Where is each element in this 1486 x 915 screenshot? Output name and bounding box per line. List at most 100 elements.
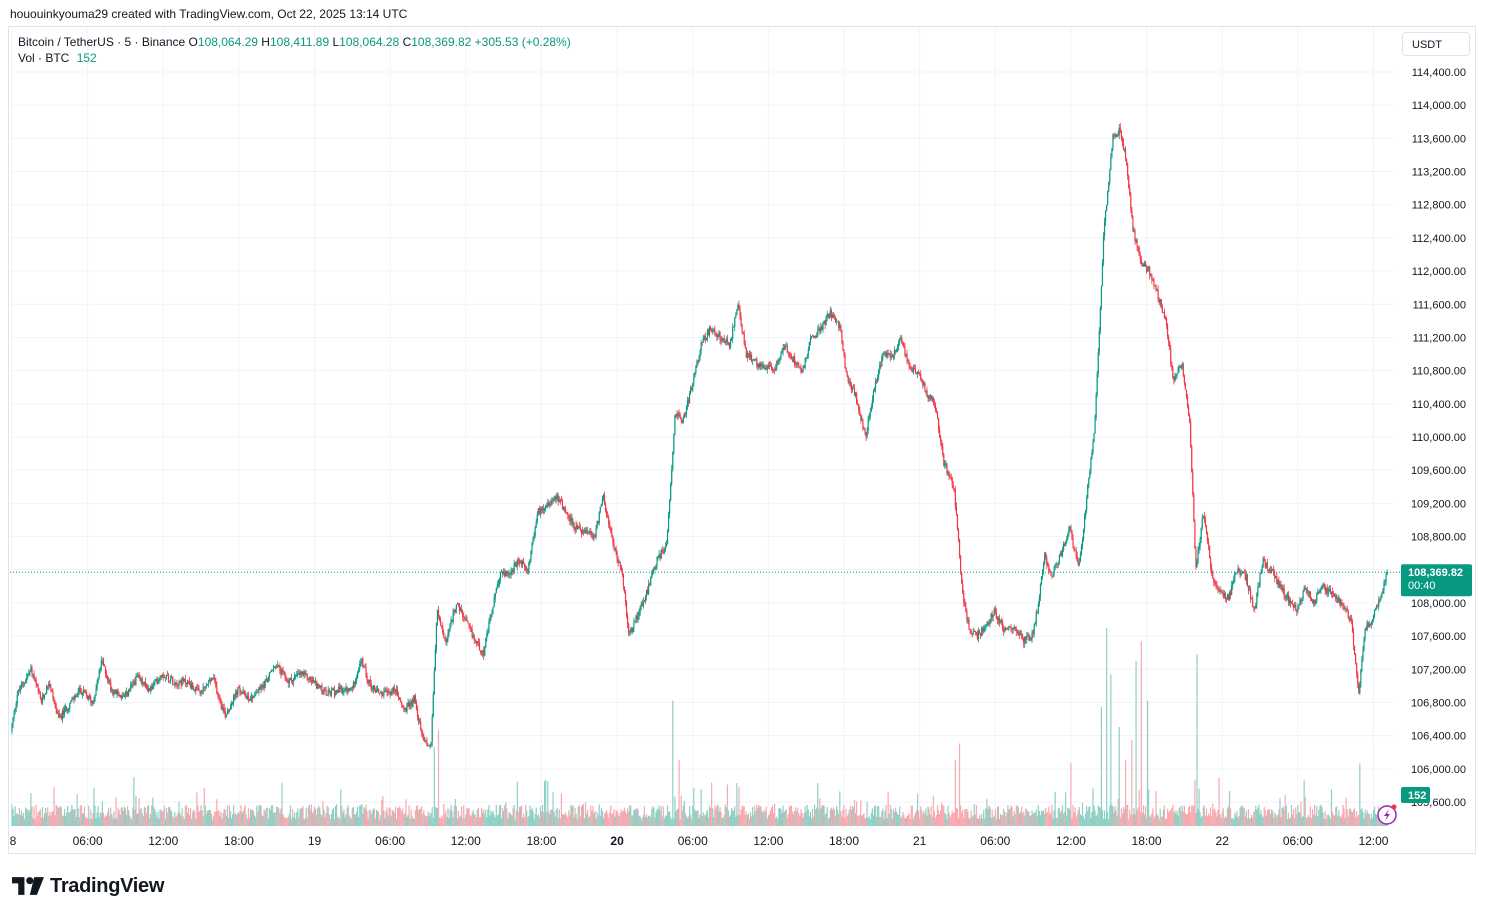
candle-body (782, 347, 784, 352)
candle-body (293, 676, 296, 679)
candle-body (584, 530, 587, 533)
volume-bar (214, 811, 216, 826)
volume-bar (605, 810, 608, 826)
candle-body (615, 547, 617, 552)
candle-body (309, 676, 311, 680)
volume-bar (1320, 804, 1322, 826)
lightning-alert-icon[interactable] (1377, 804, 1397, 825)
volume-label[interactable]: Vol · BTC (18, 51, 70, 65)
candle-body (808, 342, 810, 351)
candle-body (365, 667, 367, 676)
candle-body (1310, 597, 1313, 601)
last-price-badge: 108,369.82 00:40 (1401, 564, 1472, 597)
candle-body (1224, 593, 1226, 599)
volume-bar (262, 816, 264, 826)
volume-bar (1241, 805, 1243, 826)
candle-body (68, 708, 70, 710)
candle-body (802, 366, 804, 372)
candle-body (1278, 580, 1280, 588)
candle-body (748, 353, 751, 358)
candle-body (942, 446, 944, 455)
candle-body (825, 317, 827, 325)
candle-body (1117, 134, 1119, 136)
volume-bar (1306, 817, 1308, 826)
candle-body (968, 620, 970, 630)
volume-bar (726, 784, 729, 826)
candle-body (785, 345, 787, 347)
volume-bar (1091, 811, 1093, 826)
candle-body (417, 716, 420, 722)
candle-body (312, 679, 315, 683)
candle-body (762, 365, 764, 366)
candle-body (343, 690, 345, 693)
volume-bar (1260, 810, 1262, 826)
volume-bar (110, 807, 112, 826)
volume-bar (1284, 794, 1286, 826)
volume-bar (731, 808, 733, 826)
volume-bar (760, 806, 762, 826)
volume-bar (1165, 818, 1168, 826)
volume-bar (406, 816, 408, 826)
candle-body (296, 674, 298, 676)
time-axis[interactable]: 8 06:00 12:00 18:00 19 06:00 12:00 18:00 20 06:00… (10, 834, 1389, 848)
volume-bar (734, 806, 736, 826)
candle-body (1022, 635, 1024, 638)
candle-body (1139, 255, 1141, 260)
candle-body (255, 693, 257, 696)
candle-body (809, 338, 811, 343)
candle-body (1094, 417, 1096, 434)
candle-body (202, 686, 204, 693)
volume-bar (78, 817, 80, 826)
volume-bar (49, 811, 51, 826)
volume-bar (1214, 808, 1216, 826)
volume-bar (945, 814, 947, 826)
volume-bar (452, 817, 454, 826)
candle-body (98, 670, 100, 678)
candle-body (72, 697, 74, 700)
volume-bar (599, 815, 601, 826)
volume-bar (824, 814, 826, 826)
candle-body (918, 371, 920, 374)
candle-body (872, 391, 875, 400)
candle-body (1371, 619, 1374, 624)
currency-selector[interactable]: USDT (1402, 32, 1470, 56)
candle-body (57, 713, 59, 715)
volume-bar (1197, 808, 1199, 826)
candle-body (16, 695, 18, 704)
candle-body (706, 330, 709, 339)
volume-bar (1337, 816, 1339, 826)
candle-body (640, 603, 642, 606)
volume-bar (312, 811, 315, 826)
symbol-title[interactable]: Bitcoin / TetherUS · 5 · Binance (18, 35, 186, 49)
tradingview-logo[interactable]: TradingView (12, 874, 164, 898)
volume-bar (881, 811, 883, 826)
volume-bar (365, 804, 367, 826)
volume-bar (436, 808, 439, 826)
candle-body (1107, 191, 1109, 206)
candle-body (538, 508, 540, 514)
candle-body (817, 330, 819, 337)
candle-body (1373, 610, 1376, 616)
price-axis[interactable]: 105,600.00106,000.00106,400.00106,800.00… (1411, 67, 1466, 809)
candle-body (200, 692, 202, 694)
candle-body (758, 364, 760, 368)
candle-body (1317, 592, 1319, 595)
candle-body (1344, 608, 1346, 610)
volume-bar (64, 816, 67, 826)
candle-body (448, 629, 450, 634)
volume-bar (685, 815, 688, 826)
volume-bar (397, 807, 400, 826)
volume-bar (694, 809, 696, 826)
volume-bar (862, 814, 864, 826)
volume-bar (794, 810, 796, 826)
candle-body (859, 410, 861, 416)
candle-body (873, 388, 876, 392)
volume-bar (656, 809, 658, 826)
volume-bar (92, 813, 94, 826)
candle-body (50, 687, 52, 690)
volume-bar (781, 813, 783, 826)
volume-bar (48, 815, 50, 826)
candle-body (407, 702, 409, 704)
candle-body (198, 688, 200, 692)
